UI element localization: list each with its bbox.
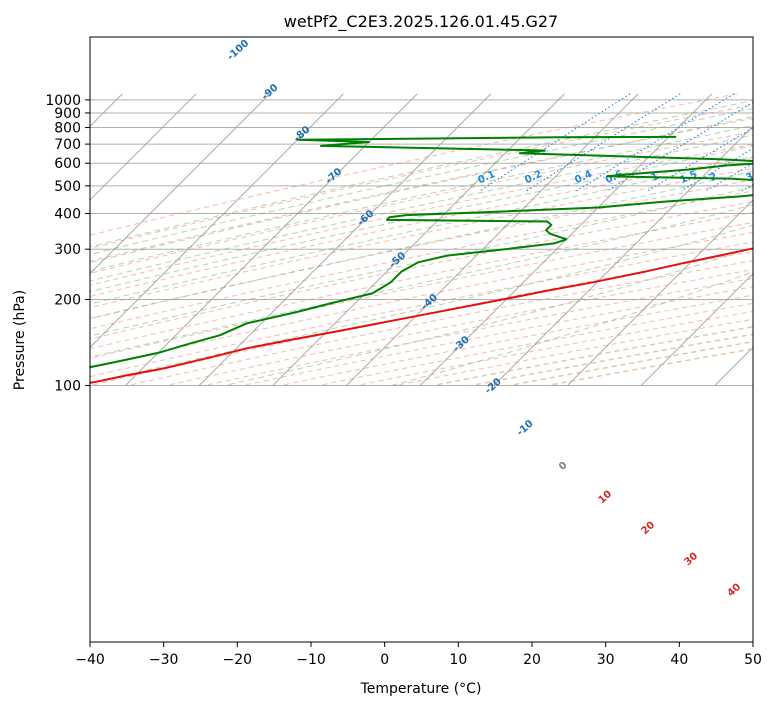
y-tick-label: 200 bbox=[54, 292, 81, 308]
moist-adiabat-line bbox=[90, 224, 753, 384]
y-tick-label: 900 bbox=[54, 106, 81, 122]
y-tick-label: 800 bbox=[54, 121, 81, 137]
x-tick-label: −40 bbox=[75, 652, 105, 668]
x-tick-label: 50 bbox=[744, 652, 762, 668]
x-tick-label: 40 bbox=[670, 652, 688, 668]
x-axis-label: Temperature (°C) bbox=[360, 681, 482, 697]
x-tick-label: −20 bbox=[223, 652, 253, 668]
isotherm-line bbox=[272, 93, 565, 386]
sounding-traces bbox=[90, 135, 753, 384]
dry-adiabat-line bbox=[90, 231, 753, 369]
dry-adiabat-line bbox=[90, 93, 738, 236]
dry-adiabat-line bbox=[90, 241, 753, 378]
y-tick-label: 300 bbox=[54, 242, 81, 258]
y-tick-label: 1000 bbox=[45, 93, 81, 109]
isotherm-line bbox=[346, 93, 639, 386]
moist-adiabat-line bbox=[224, 247, 753, 386]
temperature-trace bbox=[90, 247, 753, 384]
plot-frame bbox=[89, 36, 754, 643]
isotherm-line bbox=[90, 93, 197, 201]
isotherm-line bbox=[198, 93, 492, 386]
isotherm-line bbox=[493, 125, 753, 386]
moist-adiabat-line bbox=[90, 170, 753, 320]
mixing-ratio-line bbox=[526, 93, 681, 192]
x-tick-label: −10 bbox=[296, 652, 326, 668]
y-tick-label: 400 bbox=[54, 207, 81, 223]
moist-adiabat-line bbox=[90, 134, 753, 282]
y-tick-label: 600 bbox=[54, 156, 81, 172]
moist-adiabats bbox=[90, 100, 753, 386]
mixing-ratio-line bbox=[606, 101, 753, 192]
x-tick-label: 30 bbox=[597, 652, 615, 668]
dewpoint-trace bbox=[90, 135, 753, 369]
dry-adiabat-line bbox=[90, 167, 753, 309]
moist-adiabat-line bbox=[90, 124, 753, 272]
x-tick-label: 20 bbox=[523, 652, 541, 668]
moist-adiabat-line bbox=[90, 145, 753, 293]
chart-title: wetPf2_C2E3.2025.126.01.45.G27 bbox=[284, 12, 558, 32]
moist-adiabat-line bbox=[90, 204, 753, 358]
mixing-ratio-label: 3 bbox=[744, 171, 755, 184]
dry-adiabat-line bbox=[90, 143, 753, 286]
moist-adiabat-line bbox=[90, 100, 753, 248]
mixing-ratio-lines bbox=[479, 93, 753, 192]
isotherm-line bbox=[90, 93, 344, 348]
mixing-ratio-line bbox=[479, 93, 631, 192]
dry-adiabat-line bbox=[90, 131, 753, 274]
isotherm-line bbox=[640, 273, 753, 386]
y-tick-label: 700 bbox=[54, 137, 81, 153]
y-tick-label: 100 bbox=[54, 378, 81, 394]
dry-adiabat-line bbox=[90, 211, 753, 350]
x-tick-label: 0 bbox=[380, 652, 389, 668]
dry-adiabat-line bbox=[90, 201, 753, 340]
mixing-ratio-line bbox=[680, 147, 753, 192]
x-tick-label: 10 bbox=[449, 652, 467, 668]
moist-adiabat-line bbox=[90, 107, 753, 255]
y-axis-label: Pressure (hPa) bbox=[12, 290, 28, 390]
x-tick-label: −30 bbox=[149, 652, 179, 668]
moist-adiabat-line bbox=[90, 116, 753, 264]
dry-adiabat-line bbox=[90, 104, 753, 249]
y-tick-label: 500 bbox=[54, 179, 81, 195]
